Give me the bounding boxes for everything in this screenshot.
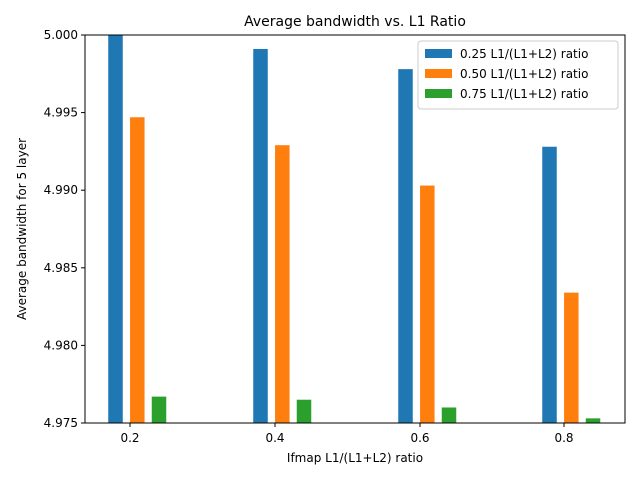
bar-series1-0.4 <box>253 48 268 423</box>
legend-swatch-2 <box>425 69 452 78</box>
x-axis-label: Ifmap L1/(L1+L2) ratio <box>287 451 423 465</box>
y-tick-label: 4.990 <box>44 183 78 197</box>
bar-series2-0.4 <box>275 145 290 423</box>
x-tick-label: 0.2 <box>120 431 139 445</box>
legend-label-3: 0.75 L1/(L1+L2) ratio <box>460 87 588 101</box>
y-tick-label: 4.980 <box>44 338 78 352</box>
bar-series2-0.2 <box>130 117 145 423</box>
legend-label-1: 0.25 L1/(L1+L2) ratio <box>460 47 588 61</box>
y-tick-label: 5.000 <box>44 28 78 42</box>
bar-series1-0.2 <box>108 35 123 423</box>
bar-series2-0.8 <box>564 292 579 423</box>
y-tick-label: 4.995 <box>44 106 78 120</box>
legend-swatch-3 <box>425 89 452 98</box>
bar-series3-0.8 <box>585 418 601 423</box>
x-tick-label: 0.6 <box>410 431 429 445</box>
bar-series3-0.4 <box>296 399 312 423</box>
legend-swatch-1 <box>425 49 452 58</box>
plot-frame <box>84 34 626 424</box>
y-tick-label: 4.975 <box>44 416 78 430</box>
bar-series3-0.6 <box>441 407 457 423</box>
x-tick-label: 0.8 <box>554 431 573 445</box>
legend-box <box>417 40 619 110</box>
x-axis: 0.2 0.4 0.6 0.8 <box>120 423 574 445</box>
legend-label-2: 0.50 L1/(L1+L2) ratio <box>460 67 588 81</box>
bar-series1-0.8 <box>542 146 557 424</box>
legend: 0.25 L1/(L1+L2) ratio 0.50 L1/(L1+L2) rat… <box>417 40 619 110</box>
bar-series1-0.6 <box>398 69 413 423</box>
chart-title: Average bandwidth vs. L1 Ratio <box>244 14 466 30</box>
bar-series3-0.2 <box>151 396 167 423</box>
y-axis: 4.975 4.980 4.985 4.990 4.995 5.000 <box>44 28 85 430</box>
bar-series2-0.6 <box>420 185 435 423</box>
y-tick-label: 4.985 <box>44 261 78 275</box>
bars-group <box>108 35 601 424</box>
y-axis-label: Average bandwidth for 5 layer <box>15 138 29 320</box>
x-tick-label: 0.4 <box>265 431 284 445</box>
